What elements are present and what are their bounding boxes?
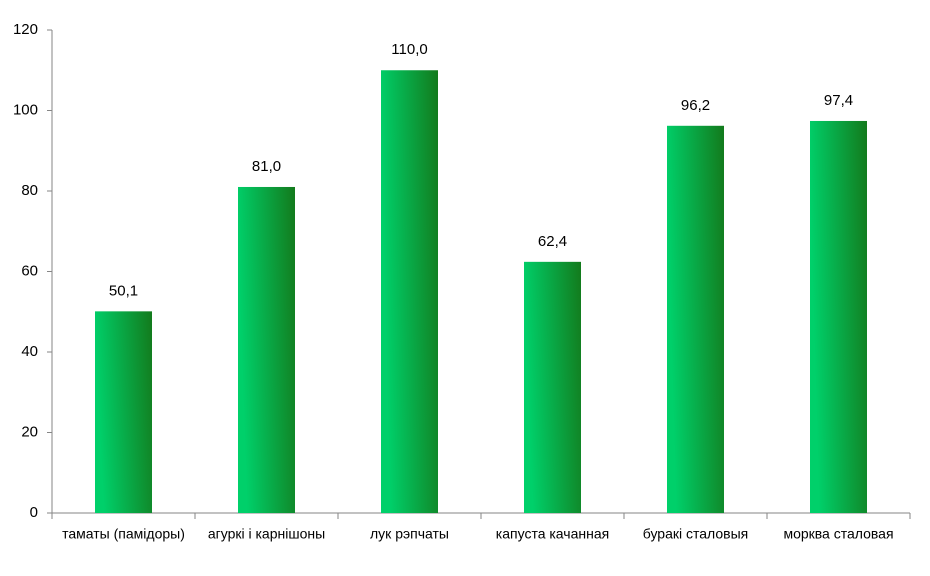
value-label: 110,0 [391, 41, 427, 58]
x-tick-label: агуркі і карнішоны [208, 526, 325, 542]
y-tick-label: 40 [21, 343, 38, 360]
bar [810, 120, 867, 513]
value-label: 97,4 [824, 92, 853, 109]
y-tick-label: 60 [21, 262, 38, 279]
y-tick-label: 0 [30, 504, 38, 521]
y-tick-label: 100 [13, 101, 38, 118]
bar [238, 186, 295, 513]
bar [381, 70, 438, 513]
y-tick-label: 120 [13, 21, 38, 38]
x-tick-label: буракі сталовыя [643, 526, 749, 542]
value-label: 62,4 [538, 233, 567, 250]
y-tick-label: 20 [21, 423, 38, 440]
x-tick-label: капуста качанная [496, 526, 609, 542]
y-tick-label: 80 [21, 182, 38, 199]
bar [667, 125, 724, 514]
x-tick-label: лук рэпчаты [370, 526, 449, 542]
bar [95, 311, 152, 513]
value-label: 81,0 [252, 158, 281, 175]
bar [524, 261, 581, 513]
x-tick-label: морква сталовая [783, 526, 893, 542]
value-label: 50,1 [109, 282, 138, 299]
x-tick-label: таматы (памідоры) [62, 526, 185, 542]
value-label: 96,2 [681, 97, 710, 114]
